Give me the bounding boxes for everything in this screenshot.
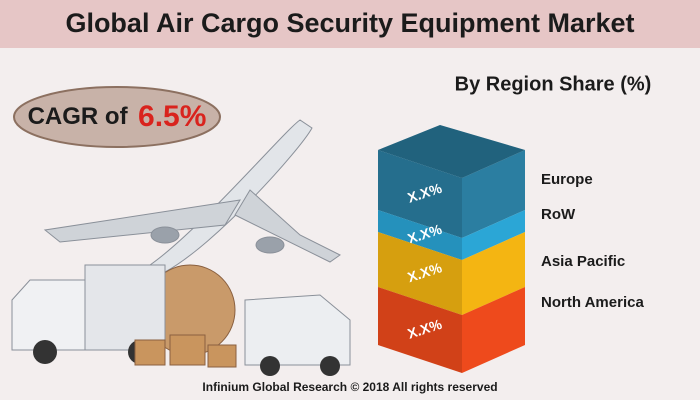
truck-cab — [11, 279, 86, 351]
plane-engine — [150, 226, 180, 244]
segment-front — [378, 210, 462, 260]
panel-title: By Region Share (%) — [455, 73, 652, 95]
box — [169, 334, 206, 366]
boxes — [134, 334, 237, 368]
block-top — [378, 125, 525, 178]
segment-label: North America — [541, 294, 644, 311]
cagr-badge — [13, 86, 221, 148]
box — [134, 339, 166, 366]
plane-wing-right — [234, 189, 341, 263]
van-wheel — [260, 356, 280, 376]
cagr-value: 6.5% — [138, 100, 206, 133]
plane-engine — [255, 236, 285, 254]
segment-label: Asia Pacific — [541, 253, 625, 270]
block-top-shade — [378, 125, 525, 178]
van-illustration — [244, 294, 351, 376]
plane-wing-left — [43, 199, 241, 243]
plane-illustration — [43, 119, 341, 273]
segment-label: RoW — [541, 206, 576, 223]
truck-illustration — [11, 264, 166, 364]
segment-side — [462, 287, 525, 373]
segment-front-shade — [378, 232, 462, 315]
segment-front — [378, 232, 462, 315]
segment-front-shade — [378, 150, 462, 238]
segment-front-shade — [378, 287, 462, 373]
box — [207, 344, 237, 368]
segment-front — [378, 287, 462, 373]
segment-side — [462, 150, 525, 238]
segment-front — [378, 150, 462, 238]
segment-side — [462, 232, 525, 315]
segment-label: Europe — [541, 171, 593, 188]
footer: Infinium Global Research © 2018 All righ… — [202, 380, 497, 394]
van-body — [244, 294, 351, 366]
truck-trailer — [84, 264, 166, 351]
segment-side — [462, 210, 525, 260]
cagr-text: CAGR of 6.5% — [28, 100, 207, 133]
title-bar — [0, 0, 700, 48]
truck-wheel — [33, 340, 57, 364]
cagr-prefix: CAGR of — [28, 103, 129, 130]
segment-front-shade — [378, 210, 462, 260]
title: Global Air Cargo Security Equipment Mark… — [65, 8, 634, 38]
van-wheel — [320, 356, 340, 376]
